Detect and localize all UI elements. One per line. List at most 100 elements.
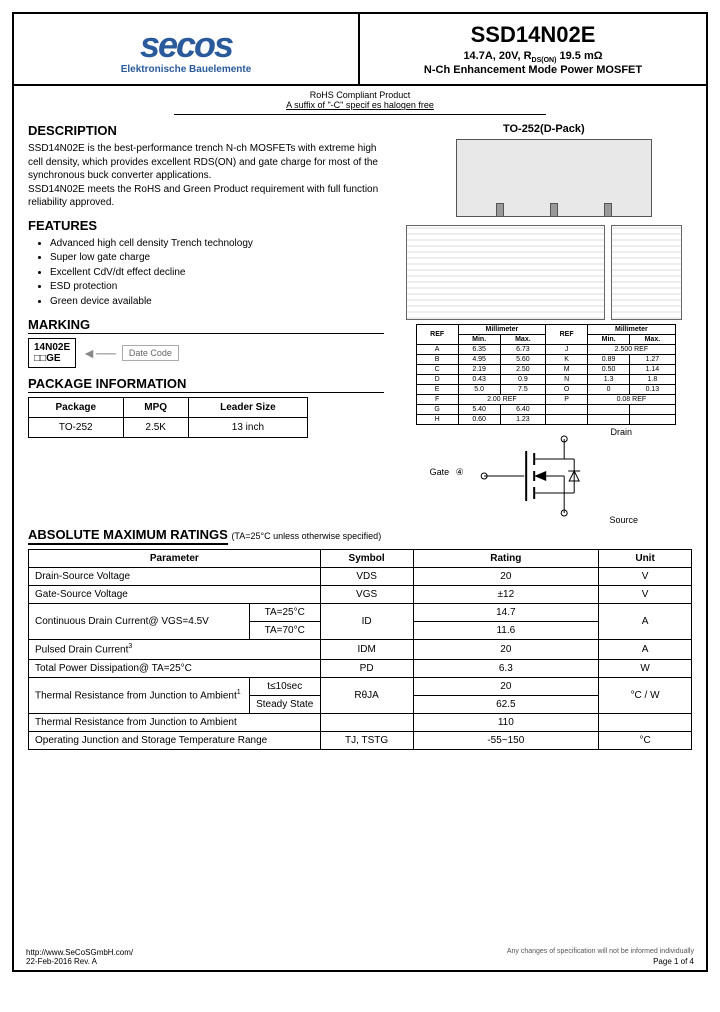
table-row: Continuous Drain Current@ VGS=4.5V TA=25… bbox=[29, 604, 692, 622]
table-row: Gate-Source Voltage VGS ±12 V bbox=[29, 586, 692, 604]
table-row: Thermal Resistance from Junction to Ambi… bbox=[29, 677, 692, 695]
table-cell: Drain-Source Voltage bbox=[29, 568, 321, 586]
table-cell: TO-252 bbox=[29, 418, 124, 438]
table-header: MPQ bbox=[123, 398, 188, 418]
dimension-front-view bbox=[406, 225, 605, 320]
table-cell bbox=[320, 713, 413, 731]
table-row: Operating Junction and Storage Temperatu… bbox=[29, 731, 692, 749]
table-cell: 13 inch bbox=[188, 418, 307, 438]
part-spec: 14.7A, 20V, RDS(ON) 19.5 mΩ bbox=[372, 50, 694, 64]
table-cell: VGS bbox=[320, 586, 413, 604]
table-row: E5.07.5O00.13 bbox=[416, 385, 675, 395]
table-row: A6.356.73J2.500 REF bbox=[416, 345, 675, 355]
table-cell: TA=70°C bbox=[249, 622, 320, 640]
footer-rev: 22-Feb-2016 Rev. A bbox=[26, 957, 133, 966]
table-row: Parameter Symbol Rating Unit bbox=[29, 550, 692, 568]
table-cell: Thermal Resistance from Junction to Ambi… bbox=[29, 677, 250, 713]
table-cell: 62.5 bbox=[413, 695, 599, 713]
table-cell: Pulsed Drain Current3 bbox=[29, 640, 321, 659]
header: secos Elektronische Bauelemente SSD14N02… bbox=[14, 14, 706, 86]
two-column-row: DESCRIPTION SSD14N02E is the best-perfor… bbox=[28, 123, 692, 527]
mosfet-symbol-diagram: Drain Gate Source ④ bbox=[426, 431, 662, 521]
table-cell: ±12 bbox=[413, 586, 599, 604]
features-title: FEATURES bbox=[28, 218, 384, 233]
table-header: Millimeter bbox=[588, 325, 676, 335]
table-header: Leader Size bbox=[188, 398, 307, 418]
footer-url: http://www.SeCoSGmbH.com/ bbox=[26, 948, 133, 957]
table-header: REF bbox=[546, 325, 588, 345]
table-cell: 14.7 bbox=[413, 604, 599, 622]
table-row: Total Power Dissipation@ TA=25°C PD 6.3 … bbox=[29, 659, 692, 677]
table-header: Max. bbox=[500, 335, 545, 345]
footer: http://www.SeCoSGmbH.com/ 22-Feb-2016 Re… bbox=[26, 948, 694, 966]
table-cell: 20 bbox=[413, 568, 599, 586]
list-item: Green device available bbox=[50, 295, 384, 310]
package-title: TO-252(D-Pack) bbox=[396, 123, 692, 135]
gate-label: Gate bbox=[430, 467, 450, 477]
list-item: ESD protection bbox=[50, 280, 384, 295]
date-code-label: Date Code bbox=[122, 345, 179, 361]
package-3d-image bbox=[456, 139, 652, 217]
compliance-line1: RoHS Compliant Product bbox=[174, 90, 546, 100]
source-label: Source bbox=[609, 515, 638, 525]
compliance-block: RoHS Compliant Product A suffix of "-C" … bbox=[174, 86, 546, 115]
package-pins bbox=[496, 203, 613, 217]
table-header: Min. bbox=[588, 335, 630, 345]
table-header: Max. bbox=[630, 335, 676, 345]
table-cell: A bbox=[599, 604, 692, 640]
list-item: Advanced high cell density Trench techno… bbox=[50, 237, 384, 252]
table-cell: IDM bbox=[320, 640, 413, 659]
pin-icon bbox=[496, 203, 504, 217]
table-row: G5.406.40 bbox=[416, 405, 675, 415]
table-cell: TJ, TSTG bbox=[320, 731, 413, 749]
table-row: Drain-Source Voltage VDS 20 V bbox=[29, 568, 692, 586]
footer-change-note: Any changes of specification will not be… bbox=[507, 948, 694, 955]
table-row: H0.601.23 bbox=[416, 415, 675, 425]
ratings-table: Parameter Symbol Rating Unit Drain-Sourc… bbox=[28, 549, 692, 749]
marking-code2: □□GE bbox=[34, 353, 70, 364]
table-header: Unit bbox=[599, 550, 692, 568]
table-row: F2.00 REFP0.08 REF bbox=[416, 395, 675, 405]
dimension-table: REF Millimeter REF Millimeter Min. Max. … bbox=[416, 324, 676, 425]
table-row: Package MPQ Leader Size bbox=[29, 398, 308, 418]
dimension-drawing bbox=[406, 225, 682, 320]
content-area: DESCRIPTION SSD14N02E is the best-perfor… bbox=[14, 115, 706, 757]
table-cell: TA=25°C bbox=[249, 604, 320, 622]
compliance-line2: A suffix of "-C" specif es halogen free bbox=[174, 100, 546, 110]
table-cell: VDS bbox=[320, 568, 413, 586]
marking-box: 14N02E □□GE bbox=[28, 338, 76, 368]
table-cell: A bbox=[599, 640, 692, 659]
table-header: Rating bbox=[413, 550, 599, 568]
drain-label: Drain bbox=[610, 427, 632, 437]
list-item: Excellent CdV/dt effect decline bbox=[50, 266, 384, 281]
table-header: Parameter bbox=[29, 550, 321, 568]
table-cell: t≤10sec bbox=[249, 677, 320, 695]
table-cell: Continuous Drain Current@ VGS=4.5V bbox=[29, 604, 250, 640]
description-text: SSD14N02E is the best-performance trench… bbox=[28, 142, 384, 210]
right-column: TO-252(D-Pack) REF Millimeter bbox=[396, 123, 692, 527]
table-header: REF bbox=[416, 325, 458, 345]
table-header: Symbol bbox=[320, 550, 413, 568]
table-cell: W bbox=[599, 659, 692, 677]
table-cell: 6.3 bbox=[413, 659, 599, 677]
table-cell: °C bbox=[599, 731, 692, 749]
part-number: SSD14N02E bbox=[372, 22, 694, 48]
package-info-title: PACKAGE INFORMATION bbox=[28, 376, 384, 393]
pin4-label: ④ bbox=[456, 467, 464, 478]
table-cell: 2.5K bbox=[123, 418, 188, 438]
table-cell: °C / W bbox=[599, 677, 692, 713]
package-table: Package MPQ Leader Size TO-252 2.5K 13 i… bbox=[28, 397, 308, 438]
table-cell: 20 bbox=[413, 640, 599, 659]
table-row: C2.192.50M0.501.14 bbox=[416, 365, 675, 375]
description-title: DESCRIPTION bbox=[28, 123, 384, 138]
pin-icon bbox=[550, 203, 558, 217]
table-cell: Operating Junction and Storage Temperatu… bbox=[29, 731, 321, 749]
table-cell: 11.6 bbox=[413, 622, 599, 640]
dimension-side-view bbox=[611, 225, 682, 320]
pin-icon bbox=[604, 203, 612, 217]
table-header: Millimeter bbox=[458, 325, 545, 335]
header-logo-cell: secos Elektronische Bauelemente bbox=[14, 14, 360, 84]
page-frame: secos Elektronische Bauelemente SSD14N02… bbox=[12, 12, 708, 972]
header-part-cell: SSD14N02E 14.7A, 20V, RDS(ON) 19.5 mΩ N-… bbox=[360, 14, 706, 84]
table-header: Package bbox=[29, 398, 124, 418]
